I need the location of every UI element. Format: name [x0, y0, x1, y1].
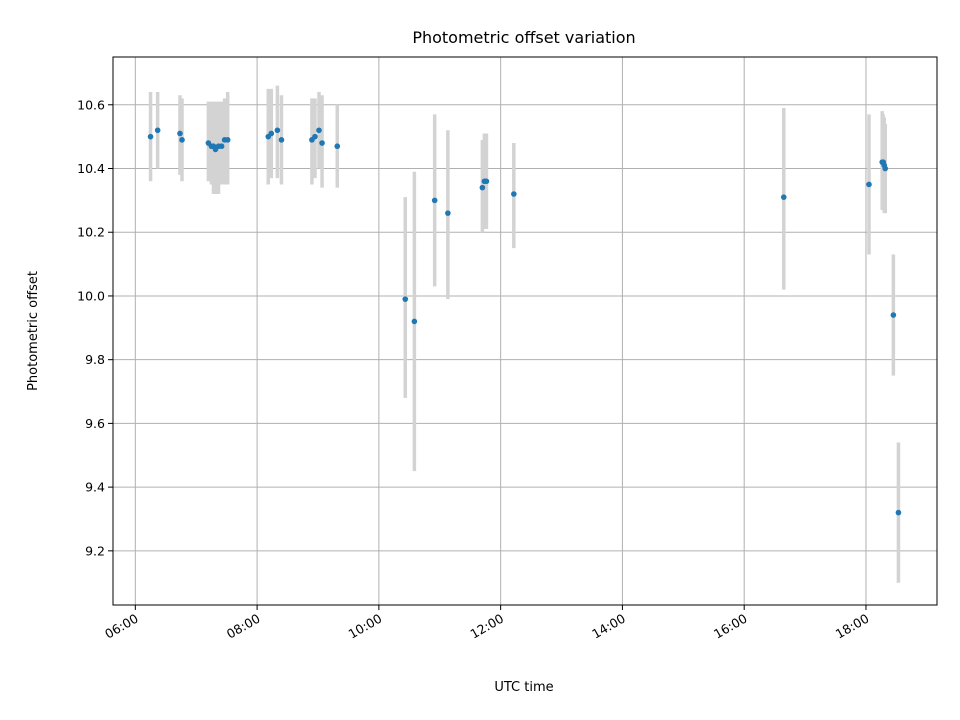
data-point [511, 191, 517, 197]
error-bars [148, 85, 901, 583]
x-tick-label: 08:00 [224, 611, 263, 642]
gridlines [113, 57, 937, 605]
data-point [890, 312, 897, 318]
y-tick-label: 9.6 [85, 416, 105, 431]
data-point [866, 181, 872, 188]
y-axis-label: Photometric offset [26, 271, 41, 391]
data-point [177, 130, 183, 137]
data-point [895, 509, 902, 516]
x-tick-label: 06:00 [102, 611, 141, 642]
y-tick-label: 9.2 [85, 543, 105, 558]
data-points [147, 127, 902, 516]
data-point [312, 133, 318, 140]
data-point [882, 165, 889, 172]
data-point [483, 178, 490, 185]
y-tick-label: 10.4 [77, 161, 105, 176]
y-tick-label: 10.2 [77, 225, 105, 240]
data-point [334, 143, 341, 150]
data-point [224, 137, 231, 143]
y-axis-ticks: 9.2 9.4 9.6 9.8 10.0 10.2 10.4 10.6 [77, 97, 113, 558]
data-point [218, 143, 225, 150]
data-point [147, 133, 154, 140]
data-point [268, 130, 275, 137]
data-point [431, 197, 438, 204]
y-tick-label: 9.8 [85, 352, 105, 367]
chart-title: Photometric offset variation [412, 28, 635, 47]
x-tick-label: 12:00 [467, 611, 506, 642]
plot-frame [112, 56, 938, 606]
x-axis-ticks: 06:00 08:00 10:00 12:00 14:00 16:00 18:00 [102, 605, 871, 642]
data-point [179, 137, 185, 143]
y-tick-label: 10.0 [77, 288, 105, 303]
data-point [780, 194, 787, 200]
x-tick-label: 16:00 [711, 611, 750, 642]
data-point [154, 127, 161, 134]
y-tick-label: 10.6 [77, 97, 105, 112]
data-point [445, 210, 451, 216]
x-axis-label: UTC time [494, 680, 553, 695]
data-point [278, 137, 285, 143]
x-tick-label: 10:00 [346, 611, 385, 642]
y-tick-label: 9.4 [85, 480, 105, 495]
data-point [274, 127, 281, 134]
data-point [319, 140, 325, 146]
x-tick-label: 14:00 [589, 611, 628, 642]
data-point [316, 127, 322, 134]
data-point [402, 296, 409, 302]
data-point [479, 184, 486, 191]
x-tick-label: 18:00 [833, 611, 872, 642]
data-point [411, 318, 418, 325]
